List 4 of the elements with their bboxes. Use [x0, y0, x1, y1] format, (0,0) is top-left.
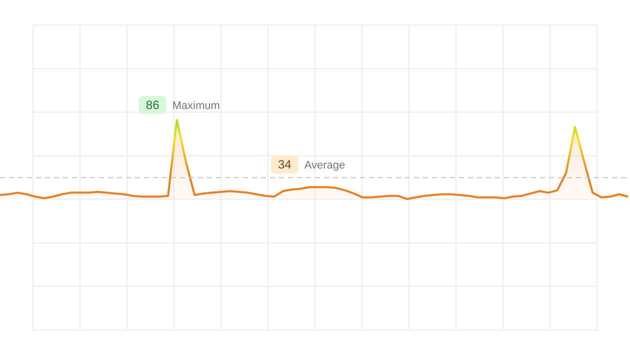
text: 86	[146, 98, 160, 112]
annotation: 34	[278, 158, 292, 172]
ref-line-label: Average	[304, 160, 346, 172]
text: Maximum	[172, 100, 220, 112]
